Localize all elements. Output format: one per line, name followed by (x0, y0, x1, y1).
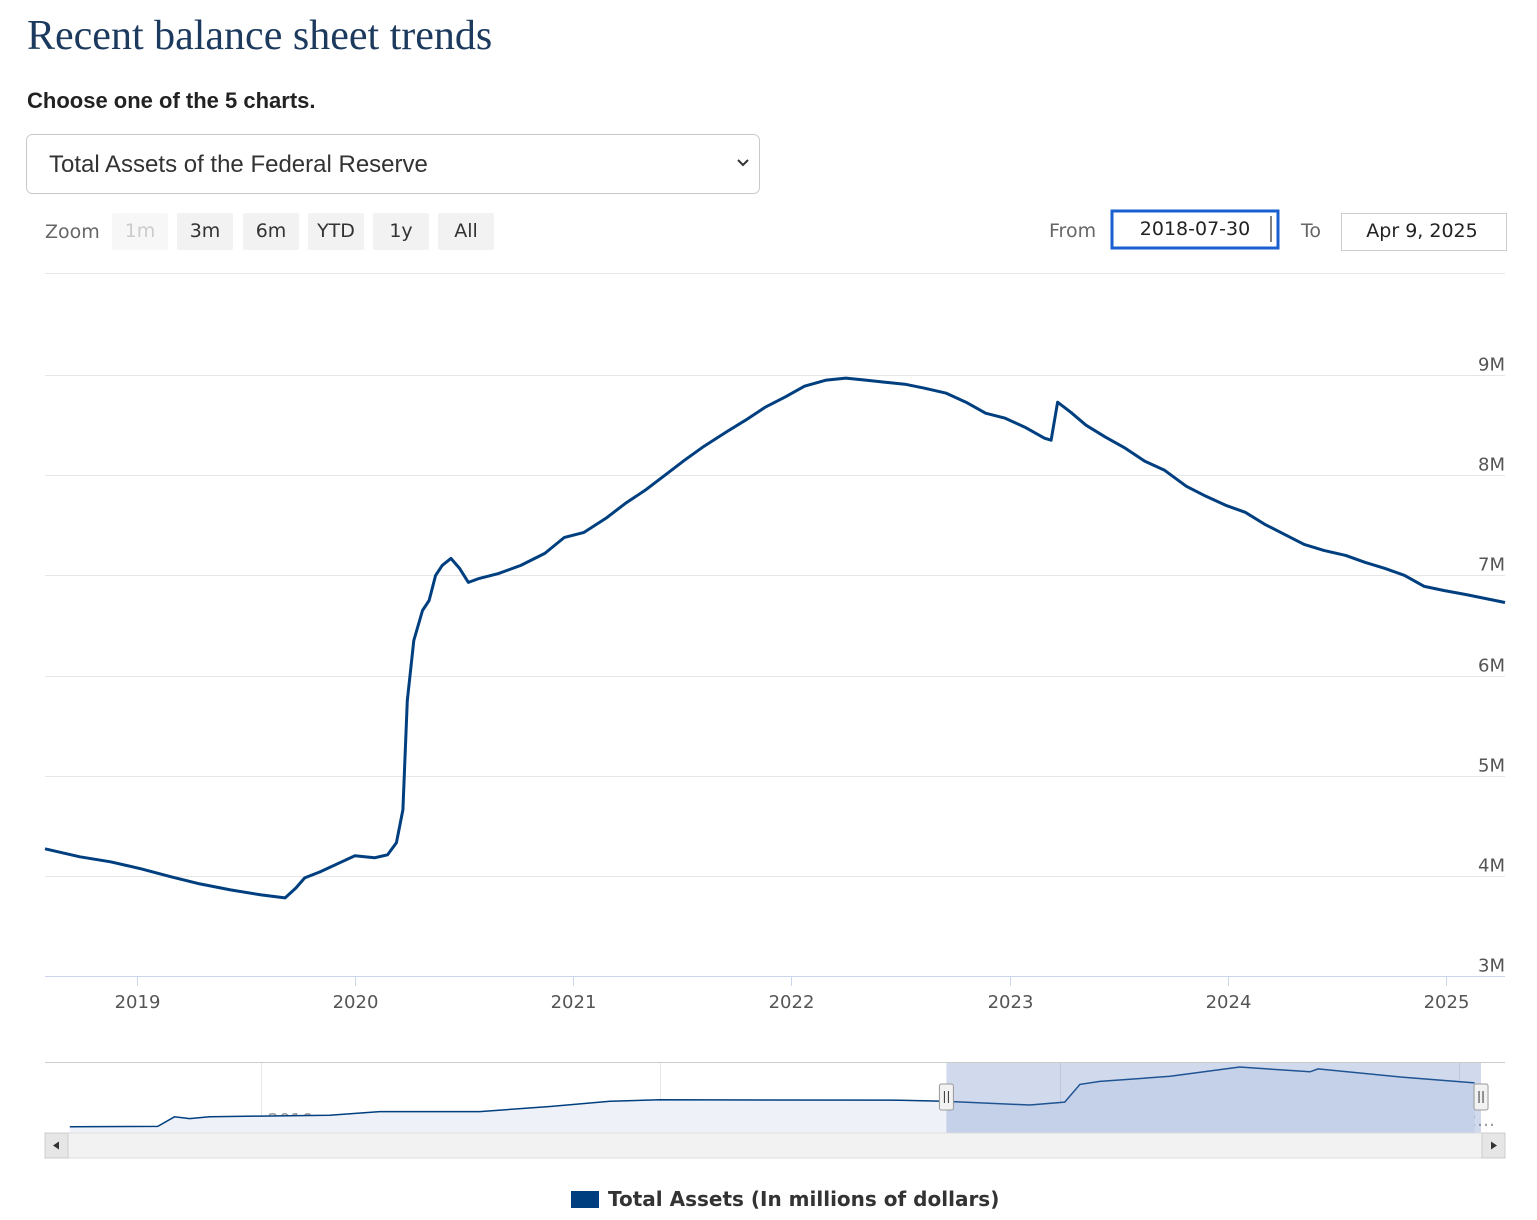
scrollbar-track[interactable] (44, 1132, 1506, 1159)
y-tick-label: 6M (1478, 656, 1505, 677)
x-tick-label: 2020 (333, 992, 379, 1013)
to-value[interactable]: Apr 9, 2025 (1366, 220, 1477, 242)
zoom-button[interactable] (373, 213, 429, 250)
navigator-handle-grip (943, 1091, 949, 1103)
scroll-left-arrow (53, 1141, 59, 1150)
scrollbar (44, 1132, 1506, 1159)
zoom-button[interactable] (438, 213, 494, 250)
zoom-button-label[interactable]: 3m (190, 220, 221, 242)
legend-swatch[interactable] (571, 1191, 599, 1208)
legend-label[interactable]: Total Assets (In millions of dollars) (608, 1187, 999, 1211)
zoom-button-label[interactable]: YTD (316, 220, 355, 242)
select-arrow[interactable] (737, 159, 749, 167)
navigator-selection[interactable] (946, 1063, 1482, 1133)
select-box[interactable] (26, 134, 760, 194)
navigator-handle[interactable] (938, 1083, 954, 1111)
x-tick-label: 2021 (551, 992, 597, 1013)
legend: Total Assets (In millions of dollars) (571, 1187, 999, 1211)
zoom-buttons: 1m 3m 6m YTD 1y All (112, 213, 494, 250)
zoom-button-label[interactable]: 6m (256, 220, 287, 242)
zoom-button[interactable] (308, 213, 364, 250)
zoom-button[interactable] (243, 213, 299, 250)
to-input[interactable] (1341, 213, 1507, 251)
y-tick-label: 7M (1478, 555, 1505, 576)
from-input[interactable] (1110, 209, 1280, 250)
navigator-line (69, 1066, 1475, 1128)
x-tick-label: 2022 (769, 992, 815, 1013)
x-tick-label: 2023 (988, 992, 1034, 1013)
from-label: From (1049, 220, 1096, 242)
y-tick-label: 5M (1478, 756, 1505, 777)
y-tick-label: 9M (1478, 355, 1505, 376)
to-label: To (1300, 220, 1321, 242)
scroll-right-arrow (1491, 1141, 1497, 1150)
zoom-button[interactable] (177, 213, 233, 250)
select-value[interactable]: Total Assets of the Federal Reserve (49, 151, 428, 178)
zoom-button[interactable] (112, 213, 168, 250)
series-line (44, 376, 1506, 900)
navigator-handle[interactable] (1473, 1083, 1489, 1111)
zoom-button-label[interactable]: 1m (125, 220, 156, 242)
y-tick-label: 3M (1478, 956, 1505, 977)
zoom-button-label[interactable]: 1y (389, 220, 412, 242)
x-tick-label: 2025 (1424, 992, 1470, 1013)
x-tick-label: 2019 (115, 992, 161, 1013)
y-tick-label: 8M (1478, 455, 1505, 476)
main-chart: 3M 4M 5M 6M 7M 8M 9M 2019 2020 2021 2022 2023 2024 20… (44, 273, 1506, 1013)
navigator-handle-grip (1478, 1091, 1484, 1103)
from-value[interactable]: 2018-07-30 (1140, 218, 1250, 240)
chart-select[interactable]: Total Assets of the Federal Reserve (26, 134, 760, 194)
zoom-button-label[interactable]: All (454, 220, 478, 242)
y-tick-label: 4M (1478, 856, 1505, 877)
chart-prompt: Choose one of the 5 charts. (27, 88, 316, 113)
x-tick-label: 2024 (1206, 992, 1252, 1013)
page-title: Recent balance sheet trends (27, 13, 492, 59)
zoom-label: Zoom (45, 221, 100, 243)
